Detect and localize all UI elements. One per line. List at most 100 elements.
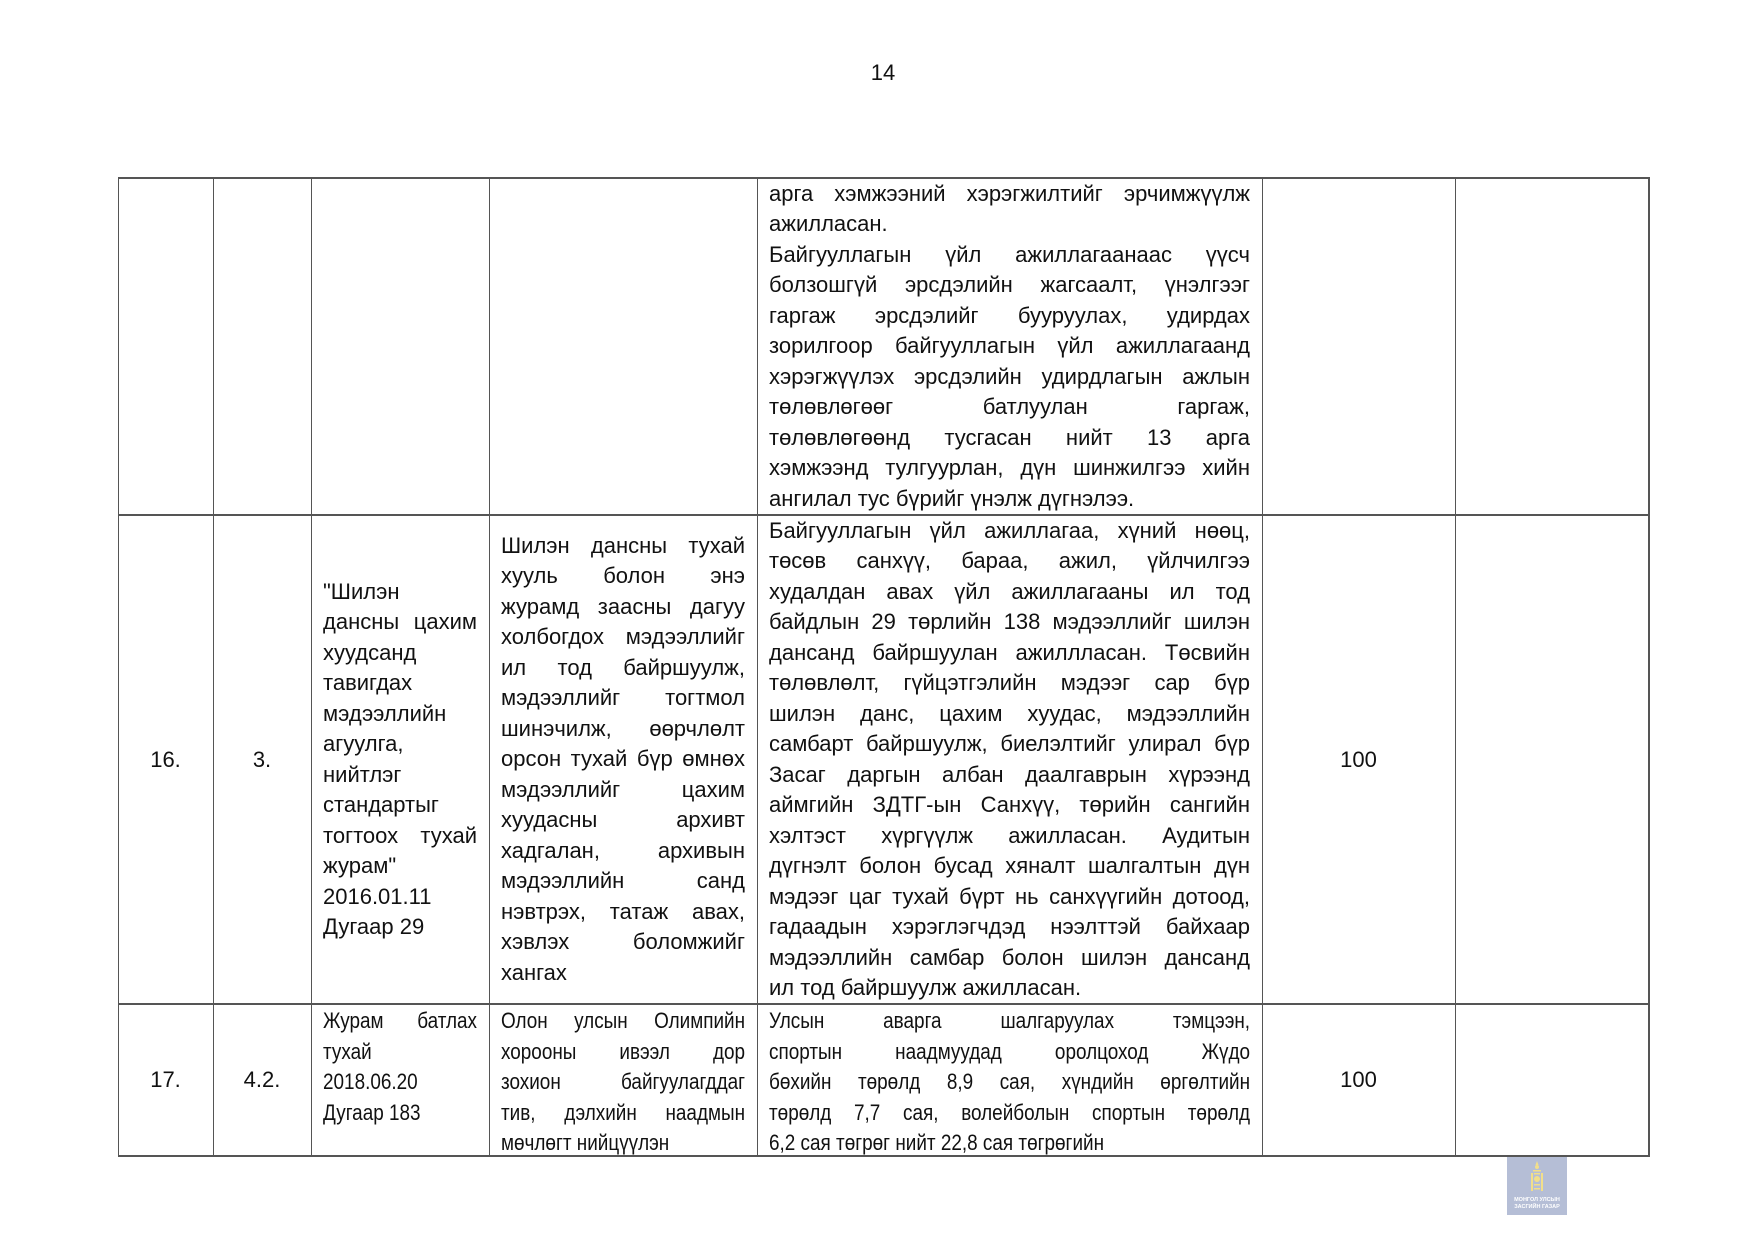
table-rule (118, 514, 1649, 516)
text-line: холбогдох мэдээллийг (501, 624, 745, 650)
text-line: 2018.06.20 (323, 1069, 418, 1094)
text-line: "Шилэн (323, 578, 400, 604)
text-line: гаргаж эрсдэлийг бууруулах, удирдах (769, 302, 1250, 328)
text-line: төсөв санхүү, бараа, ажил, үйлчилгээ (769, 548, 1250, 573)
text-line: тавигдах (323, 670, 413, 695)
table-rule (118, 1155, 1649, 1157)
text-line: тухай (323, 1038, 372, 1064)
requirement-cell: Шилэн дансны тухай хууль болон энэ журамд … (489, 515, 757, 1004)
text-line: дүгнэлт болон бусад хяналт шалгалтын дүн (769, 853, 1250, 878)
text-line: төрөлд 7,7 сая, волейболын спортын төрөл… (769, 1099, 1251, 1125)
row-number-value: 17. (150, 1067, 181, 1092)
page-number: 14 (870, 60, 896, 85)
requirement-cell: Олон улсын Олимпийн хорооны ивээл дор зохи… (489, 1004, 757, 1156)
row-number: 17. (118, 1004, 213, 1156)
text-line: мөчлөгт нийцүүлэн (501, 1130, 670, 1155)
government-logo: МОНГОЛ УЛСЫН ЗАСГИЙН ГАЗАР (1507, 1157, 1567, 1215)
text-line: мэдээг цаг тухай бүрт нь санхүүгийн дото… (769, 883, 1250, 909)
text-line: спортын наадмуудад оролцоход Жүдо (769, 1038, 1251, 1064)
text-line: мэдээллийг цахим (501, 776, 745, 802)
text-line: Олон улсын Олимпийн (501, 1008, 746, 1033)
row-number-value: 16. (150, 746, 181, 772)
table-rule (118, 177, 1649, 179)
text-line: аймгийн ЗДТГ-ын Санхүү, төрийн сангийн (769, 792, 1250, 817)
text-line: ил тод байршуулж, (501, 654, 745, 680)
text-line: мэдээллийн (323, 700, 447, 726)
text-line: худалдан авах үйл ажиллагааны ил тод (769, 578, 1250, 604)
table-rule (1455, 177, 1456, 1157)
score-cell (1262, 178, 1455, 515)
table-rule (311, 177, 312, 1157)
text-line: мэдээллийн санд (501, 868, 745, 894)
text-line: нэвтрэх, татаж авах, (501, 898, 745, 924)
text-line: самбарт байршуулж, биелэлтийг улирал бүр (769, 731, 1250, 756)
text-line: байдлын 29 төрлийн 138 мэдээллийг шилэн (769, 609, 1250, 634)
row-number (118, 178, 213, 515)
text-line: Дугаар 183 (323, 1099, 421, 1125)
text-line: нийтлэг (323, 761, 402, 787)
text-line: журамд заасны дагуу (501, 593, 745, 619)
text-line: мэдээллийг тогтмол (501, 685, 745, 711)
text-line: бөхийн төрөлд 8,9 сая, хүндийн өргөлтийн (769, 1069, 1251, 1094)
result-cell: арга хэмжээний хэрэгжилтийг эрчимжүүлж аж… (757, 178, 1262, 515)
table-rule (757, 177, 758, 1157)
text-line: хангах (501, 959, 567, 985)
item-number: 3. (213, 515, 311, 1004)
logo-text-line2: ЗАСГИЙН ГАЗАР (1514, 1204, 1560, 1210)
result-cell: Улсын аварга шалгаруулах тэмцээн, спортын… (757, 1004, 1262, 1156)
text-line: мэдээллийн самбар болон шилэн дансанд (769, 944, 1250, 970)
row-number: 16. (118, 515, 213, 1004)
text-line: ангилал тус бүрийг үнэлж дүгнэлээ. (769, 485, 1135, 511)
text-line: хэрэгжүүлэх эрсдэлийн удирдлагын ажлын (769, 363, 1250, 389)
text-line: Засаг даргын албан даалгаврын хүрээнд (769, 761, 1250, 787)
score-cell: 100 (1262, 1004, 1455, 1156)
soyombo-icon (1531, 1161, 1543, 1191)
text-line: орсон тухай бүр өмнөх (501, 746, 745, 772)
text-line: Байгууллагын үйл ажиллагаанаас үүсч (769, 241, 1250, 267)
text-line: шилэн данс, цахим хуудас, мэдээллийн (769, 700, 1250, 726)
text-line: Журам батлах (323, 1008, 478, 1033)
text-line: журам" (323, 853, 397, 878)
text-line: агуулга, (323, 731, 404, 756)
text-line: Шилэн дансны тухай (501, 532, 745, 558)
item-number-value: 4.2. (243, 1067, 281, 1092)
text-line: гадаадын хэрэглэгчдэд нээлттэй байхаар (769, 914, 1250, 939)
text-line: дансны цахим (323, 609, 477, 634)
text-line: хуудсанд (323, 639, 417, 665)
requirement-cell (489, 178, 757, 515)
text-line: ажилласан. (769, 211, 888, 237)
table-rule (213, 177, 214, 1157)
logo-text-line1: МОНГОЛ УЛСЫН (1514, 1197, 1560, 1203)
item-number: 4.2. (213, 1004, 311, 1156)
text-line: хэвлэх боломжийг (501, 929, 745, 955)
result-cell: Байгууллагын үйл ажиллагаа, хүний нөөц, т… (757, 515, 1262, 1004)
regulation-cell: Журам батлах тухай 2018.06.20 Дугаар 183 (311, 1004, 489, 1156)
text-line: Улсын аварга шалгаруулах тэмцээн, (769, 1008, 1251, 1033)
text-line: Дугаар 29 (323, 914, 425, 939)
text-line: төлөвлөгөөнд тусгасан нийт 13 арга (769, 424, 1250, 450)
text-line: 2016.01.11 (323, 883, 432, 909)
table-rule (1262, 177, 1263, 1157)
text-line: хадгалан, архивын (501, 837, 745, 863)
note-cell (1455, 178, 1648, 515)
score-cell-value: 100 (1340, 1067, 1377, 1092)
regulation-cell (311, 178, 489, 515)
note-cell (1455, 1004, 1648, 1156)
text-line: хууль болон энэ (501, 563, 745, 589)
text-line: тогтоох тухай (323, 822, 477, 848)
text-line: дансанд байршуулан ажиллласан. Төсвийн (769, 639, 1250, 665)
text-line: шинэчилж, өөрчлөлт (501, 715, 745, 741)
text-line: хэлтэст хүргүүлж ажилласан. Аудитын (769, 822, 1250, 848)
table-rule (118, 1003, 1649, 1005)
table-rule (118, 177, 119, 1157)
text-line: төлөвлөлт, гүйцэтгэлийн мэдээг сар бүр (769, 670, 1250, 695)
item-number (213, 178, 311, 515)
text-line: стандартыг (323, 792, 439, 817)
score-cell-value: 100 (1340, 746, 1377, 772)
table-rule (1648, 177, 1650, 1157)
regulation-cell: "Шилэн дансны цахим хуудсанд тавигдах мэдээл… (311, 515, 489, 1004)
text-line: ил тод байршуулж ажилласан. (769, 975, 1082, 1000)
text-line: зохион байгуулагддаг (501, 1069, 746, 1094)
text-line: хуудасны архивт (501, 807, 745, 833)
text-line: хэмжээнд тулгуурлан, дүн шинжилгээ хийн (769, 455, 1250, 481)
